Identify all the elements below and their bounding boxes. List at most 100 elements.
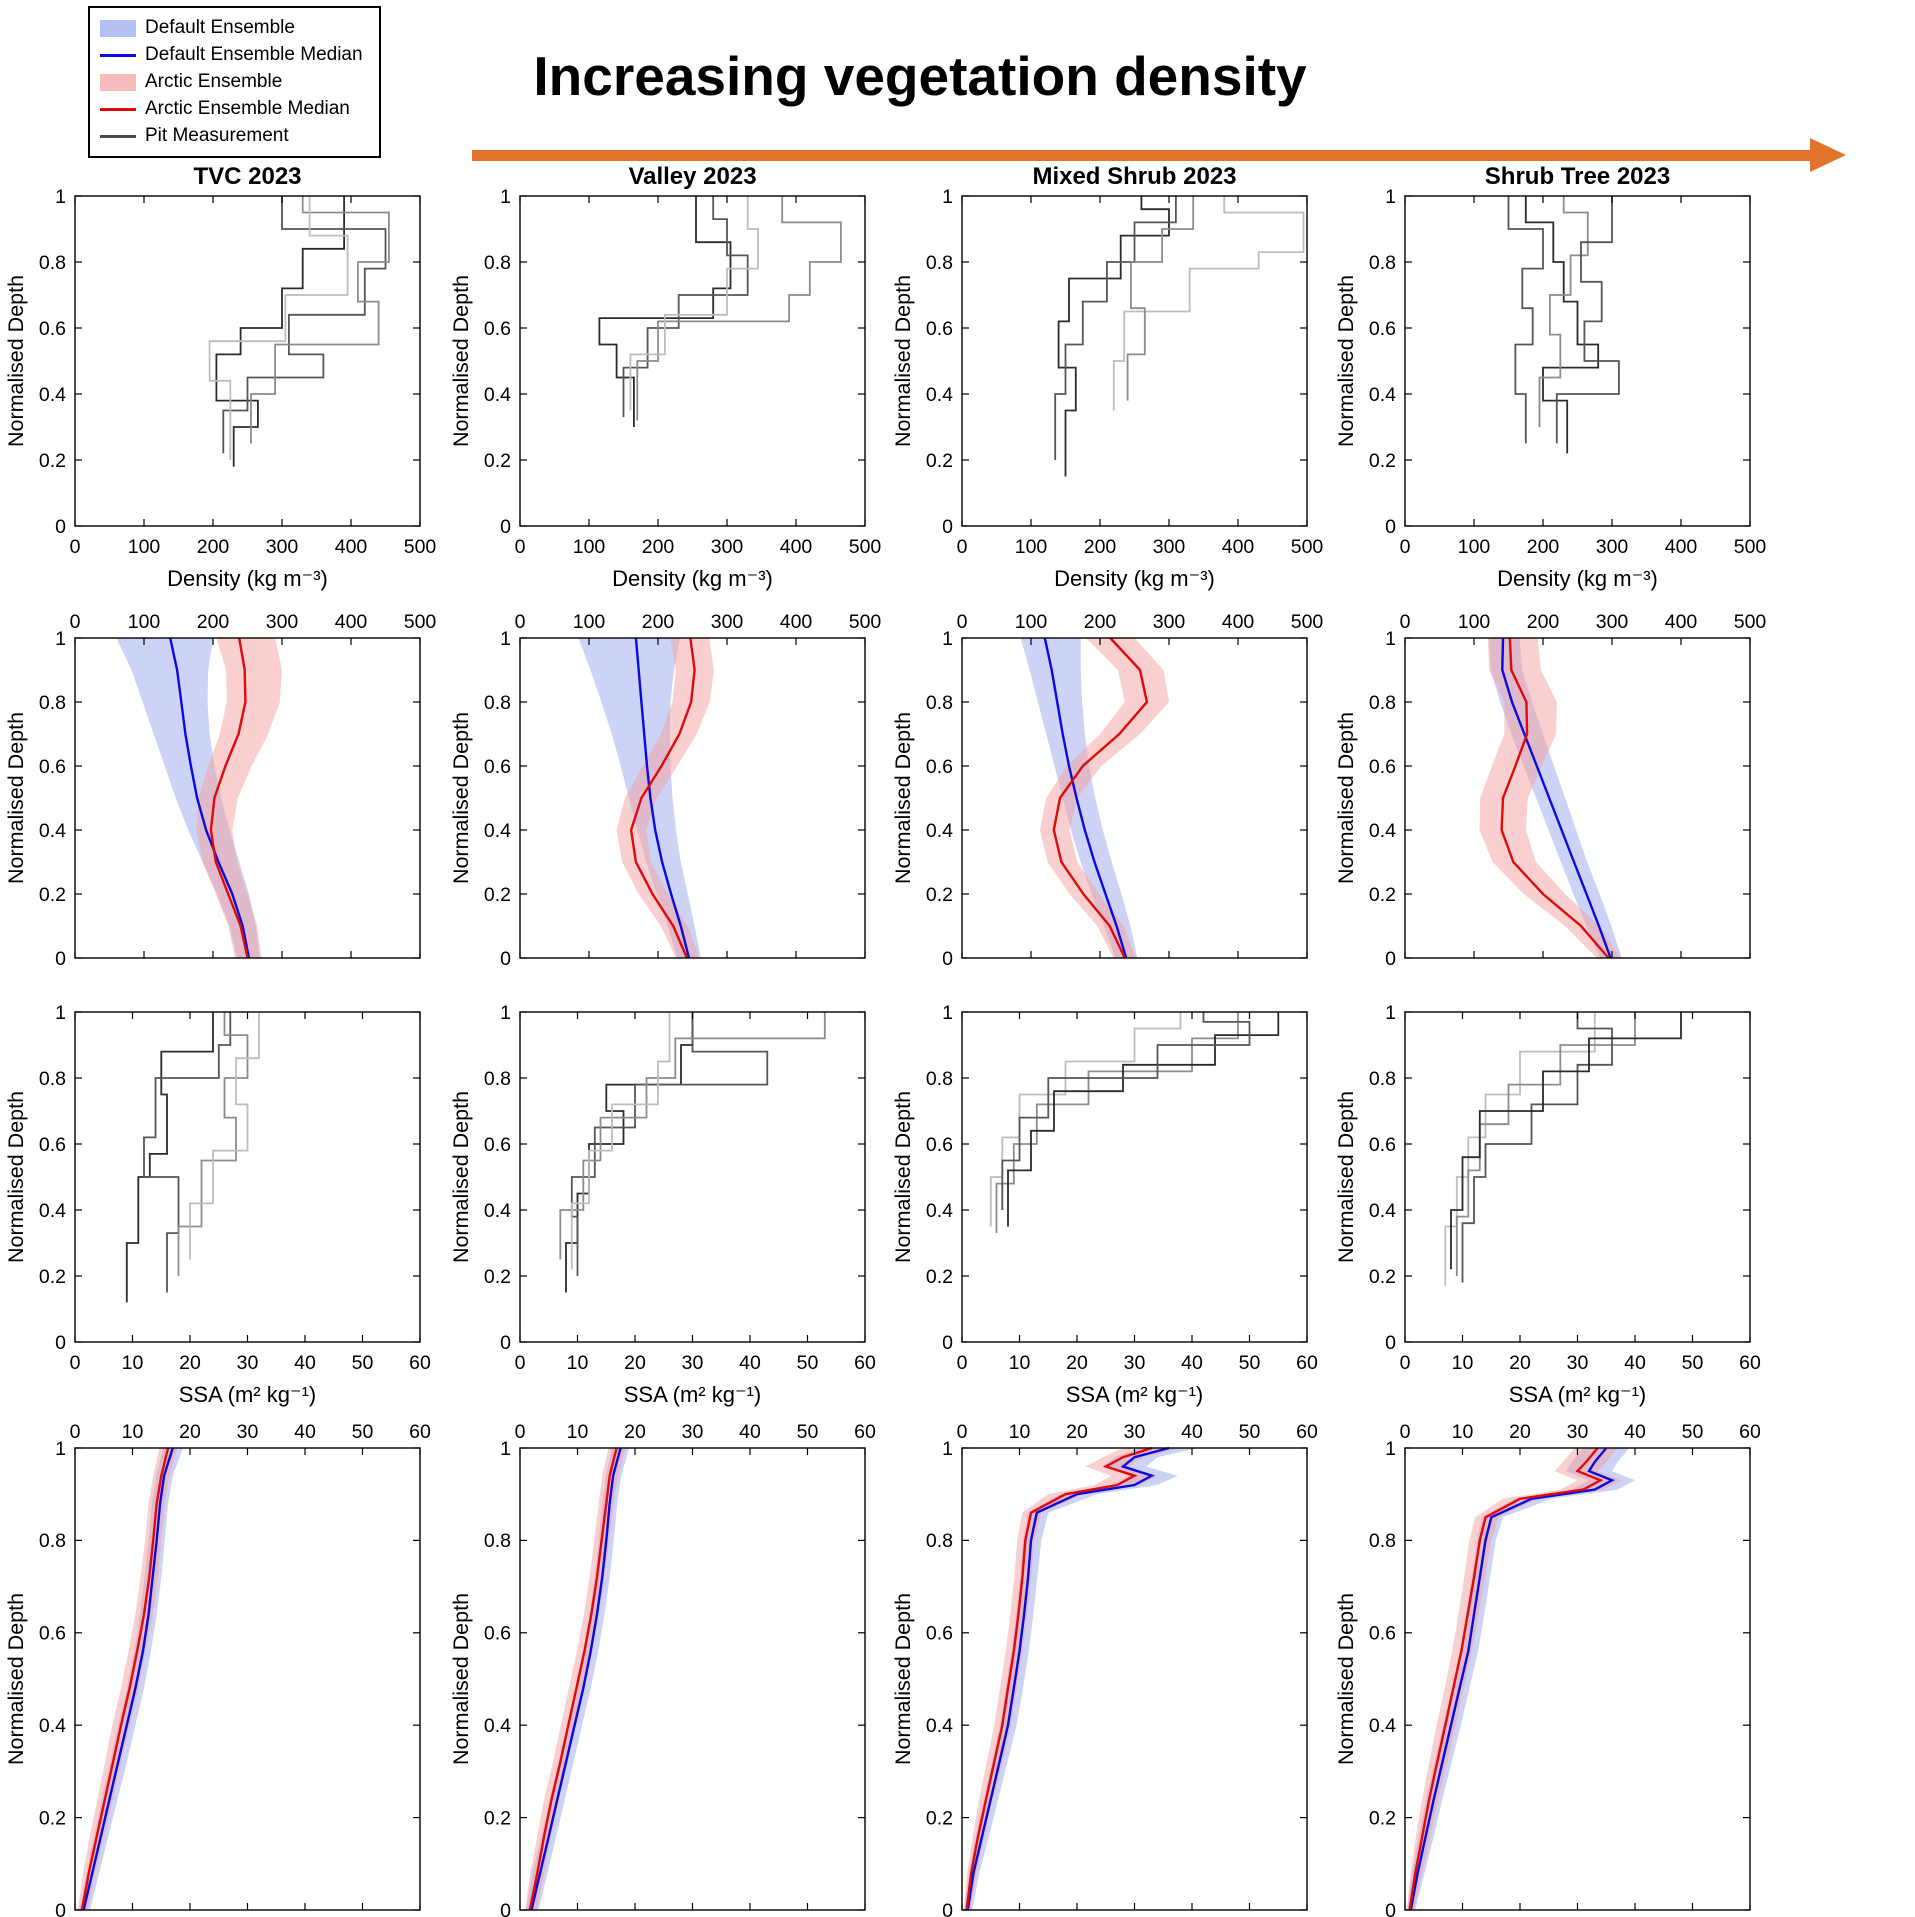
y-tick-label: 1 [500, 1438, 511, 1460]
x-tick-label: 60 [1739, 1352, 1761, 1374]
y-tick-label: 0 [500, 948, 511, 970]
column-title: Valley 2023 [628, 163, 756, 190]
x-tick-label: 50 [352, 1352, 374, 1374]
axes-frame [961, 637, 1308, 959]
y-tick-label: 0.6 [1369, 318, 1396, 340]
x-tick-label: 30 [237, 1352, 259, 1374]
axes-frame [1404, 195, 1751, 527]
x-tick-label: 10 [567, 1352, 589, 1374]
legend-item: Default Ensemble [100, 17, 363, 39]
x-tick-label: 500 [404, 536, 437, 558]
x-tick-label: 400 [780, 536, 813, 558]
default-ensemble-median-line [82, 1447, 174, 1911]
panel-pit-ssa-col3: 0 10 20 30 40 50 60 0 0.2 0.4 0.6 0.8 1 Normalised De… [891, 1002, 1318, 1407]
y-tick-label: 0.8 [39, 252, 66, 274]
x-tick-label: 100 [1015, 611, 1048, 633]
x-tick-label: 300 [1596, 536, 1629, 558]
y-tick-label: 0.6 [1369, 1134, 1396, 1156]
axes-frame [961, 195, 1308, 527]
pit-profile-line [559, 1012, 826, 1260]
y-tick-label: 0.2 [39, 884, 66, 906]
y-tick-label: 0 [55, 1332, 66, 1354]
y-axis-label: Normalised Depth [449, 1593, 473, 1765]
x-tick-label: 60 [1296, 1352, 1318, 1374]
y-tick-label: 0.2 [484, 884, 511, 906]
pit-profile-line [1444, 1012, 1596, 1286]
x-axis-label: Density (kg m⁻³) [612, 566, 773, 591]
x-tick-label: 40 [739, 1352, 761, 1374]
default-ensemble-band [1020, 638, 1138, 958]
legend-patch-swatch [100, 19, 136, 37]
pit-profile-line [1538, 196, 1589, 427]
x-tick-label: 300 [711, 611, 744, 633]
default-ensemble-median-line [1043, 637, 1128, 959]
y-tick-label: 1 [942, 186, 953, 208]
default-ensemble-median-line [169, 637, 251, 959]
y-tick-label: 0.6 [926, 1134, 953, 1156]
y-tick-label: 0.2 [39, 1266, 66, 1288]
axes-frame [1404, 637, 1751, 959]
y-tick-label: 0.4 [484, 1200, 511, 1222]
y-tick-label: 0.8 [1369, 252, 1396, 274]
axes-frame [74, 195, 421, 527]
arctic-ensemble-band [196, 638, 282, 958]
panel-pit-density-col1: 0 100 200 300 400 500 0 0.2 0.4 0.6 0.8 1 Normalised… [4, 163, 436, 591]
x-tick-label: 200 [197, 611, 230, 633]
legend-line-swatch [100, 134, 136, 138]
y-tick-label: 0 [1385, 1900, 1396, 1917]
x-tick-label: 300 [1153, 536, 1186, 558]
x-tick-label: 30 [237, 1421, 259, 1443]
x-tick-label: 0 [515, 536, 526, 558]
arctic-ensemble-band [525, 1448, 626, 1910]
axes-frame [519, 637, 866, 959]
pit-profile-line [177, 1012, 249, 1276]
y-tick-label: 0.4 [1369, 1200, 1396, 1222]
x-tick-label: 40 [294, 1421, 316, 1443]
x-tick-label: 0 [70, 536, 81, 558]
pit-profile-line [1450, 1012, 1682, 1270]
pit-profile-line [1461, 1012, 1613, 1283]
y-axis-label: Normalised Depth [1334, 1091, 1358, 1263]
y-tick-label: 0 [55, 948, 66, 970]
x-tick-label: 300 [1596, 611, 1629, 633]
x-tick-label: 500 [849, 611, 882, 633]
y-tick-label: 0.4 [484, 820, 511, 842]
y-tick-label: 0.4 [484, 384, 511, 406]
x-tick-label: 20 [624, 1352, 646, 1374]
pit-profile-line [1455, 1012, 1636, 1276]
x-tick-label: 100 [1015, 536, 1048, 558]
x-tick-label: 10 [567, 1421, 589, 1443]
x-tick-label: 40 [1624, 1352, 1646, 1374]
y-tick-label: 1 [55, 1438, 66, 1460]
y-tick-label: 0.2 [1369, 1266, 1396, 1288]
x-tick-label: 0 [70, 1352, 81, 1374]
y-tick-label: 0.8 [926, 692, 953, 714]
x-tick-label: 100 [573, 536, 606, 558]
x-axis-label: SSA (m² kg⁻¹) [179, 1382, 317, 1407]
y-tick-label: 0.8 [926, 1530, 953, 1552]
x-tick-label: 30 [682, 1421, 704, 1443]
x-tick-label: 200 [1084, 536, 1117, 558]
y-tick-label: 1 [1385, 1438, 1396, 1460]
x-tick-label: 60 [409, 1352, 431, 1374]
y-tick-label: 0 [55, 516, 66, 538]
y-tick-label: 0.6 [926, 756, 953, 778]
pit-profile-line [125, 1012, 214, 1303]
arctic-ensemble-band [963, 1448, 1181, 1910]
y-tick-label: 0.8 [484, 1068, 511, 1090]
x-tick-label: 30 [682, 1352, 704, 1374]
x-tick-label: 0 [70, 611, 81, 633]
x-tick-label: 0 [957, 1352, 968, 1374]
pit-profile-line [215, 196, 346, 467]
x-tick-label: 0 [515, 611, 526, 633]
x-tick-label: 400 [335, 536, 368, 558]
x-tick-label: 300 [266, 611, 299, 633]
legend-label: Arctic Ensemble Median [145, 98, 350, 119]
pit-profile-line [636, 196, 842, 421]
y-tick-label: 1 [1385, 1002, 1396, 1024]
y-tick-label: 0.8 [1369, 1530, 1396, 1552]
pit-profile-line [598, 196, 732, 427]
x-tick-label: 20 [1066, 1421, 1088, 1443]
x-tick-label: 50 [797, 1352, 819, 1374]
x-tick-label: 400 [1665, 536, 1698, 558]
